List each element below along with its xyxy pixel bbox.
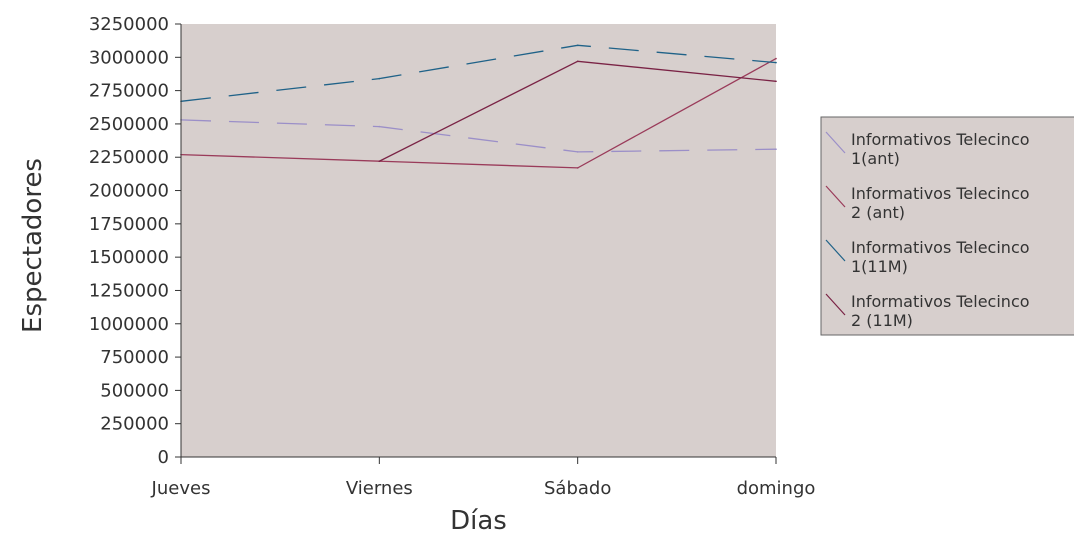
plot-area [181,24,776,457]
series-4-point-3 [576,60,579,63]
legend-swatch-2 [825,185,846,208]
y-tick-label: 3250000 [89,14,169,35]
legend-label-3: Informativos Telecinco 1(11M) [851,238,1030,276]
legend-label-2: Informativos Telecinco 2 (ant) [851,184,1030,222]
y-tick-label: 2250000 [89,147,169,168]
series-2-point-4 [775,57,777,60]
series-3-point-3 [576,44,579,47]
legend-swatch-3 [825,239,846,262]
y-tick-label: 1000000 [89,314,169,335]
y-tick-label: 250000 [100,414,169,435]
series-3-point-2 [378,77,381,80]
series-3-point-4 [775,61,777,64]
y-tick-label: 1500000 [89,247,169,268]
legend-swatch-4 [825,293,846,316]
x-axis-title: Días [450,506,507,536]
series-line-3 [180,44,777,102]
x-tick-label: Sábado [544,478,611,499]
series-1-point-4 [775,148,777,150]
y-tick-label: 2750000 [89,81,169,102]
legend-label-4: Informativos Telecinco 2 (11M) [851,292,1030,330]
y-tick-label: 2000000 [89,181,169,202]
legend-label-1: Informativos Telecinco 1(ant) [851,130,1030,168]
y-tick-label: 0 [158,447,169,468]
legend-box [820,116,1074,336]
series-line-2 [180,58,777,169]
series-1-point-3 [576,151,579,153]
y-tick-label: 1750000 [89,214,169,235]
legend-swatch-1 [825,131,846,154]
x-tick-label: domingo [737,478,816,499]
x-tick-label: Viernes [346,478,413,499]
y-tick-label: 2500000 [89,114,169,135]
series-line-1 [180,119,777,153]
y-axis-title: Espectadores [18,158,48,333]
x-tick-label: Jueves [151,478,211,499]
y-tick-label: 500000 [100,380,169,401]
legend: Informativos Telecinco 1(ant) Informativos… [820,116,1074,336]
series-layer [180,44,777,169]
series-4-point-4 [775,80,777,83]
y-tick-label: 1250000 [89,280,169,301]
series-2-point-3 [576,167,579,169]
y-tick-label: 750000 [100,347,169,368]
y-tick-label: 3000000 [89,47,169,68]
series-4-point-2 [378,160,381,162]
axes-layer: 0 250000 500000 750000 1000000 1250000 1500000… [89,14,816,499]
series-1-point-2 [378,125,381,128]
